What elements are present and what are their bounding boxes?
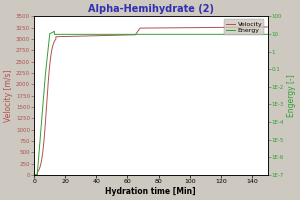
Velocity xyxy=(140,27,143,29)
Energy xyxy=(259,33,262,36)
Energy xyxy=(44,67,48,70)
Energy xyxy=(52,30,56,33)
Energy xyxy=(146,33,149,36)
Velocity xyxy=(266,26,269,28)
Velocity xyxy=(216,26,220,29)
Velocity xyxy=(146,27,149,29)
Energy xyxy=(259,33,263,36)
Line: Velocity: Velocity xyxy=(34,27,268,175)
Velocity xyxy=(44,113,48,115)
Energy xyxy=(216,33,220,36)
Energy xyxy=(266,33,269,36)
Velocity xyxy=(32,174,36,176)
Y-axis label: Engergy [-]: Engergy [-] xyxy=(287,74,296,117)
Velocity xyxy=(259,26,262,28)
Title: Alpha-Hemihydrate (2): Alpha-Hemihydrate (2) xyxy=(88,4,214,14)
X-axis label: Hydration time [Min]: Hydration time [Min] xyxy=(106,187,196,196)
Y-axis label: Velocity [m/s]: Velocity [m/s] xyxy=(4,69,13,122)
Legend: Velocity, Energy: Velocity, Energy xyxy=(224,19,264,35)
Energy xyxy=(140,33,143,36)
Velocity xyxy=(259,26,262,28)
Line: Energy: Energy xyxy=(34,31,268,175)
Energy xyxy=(32,174,36,176)
